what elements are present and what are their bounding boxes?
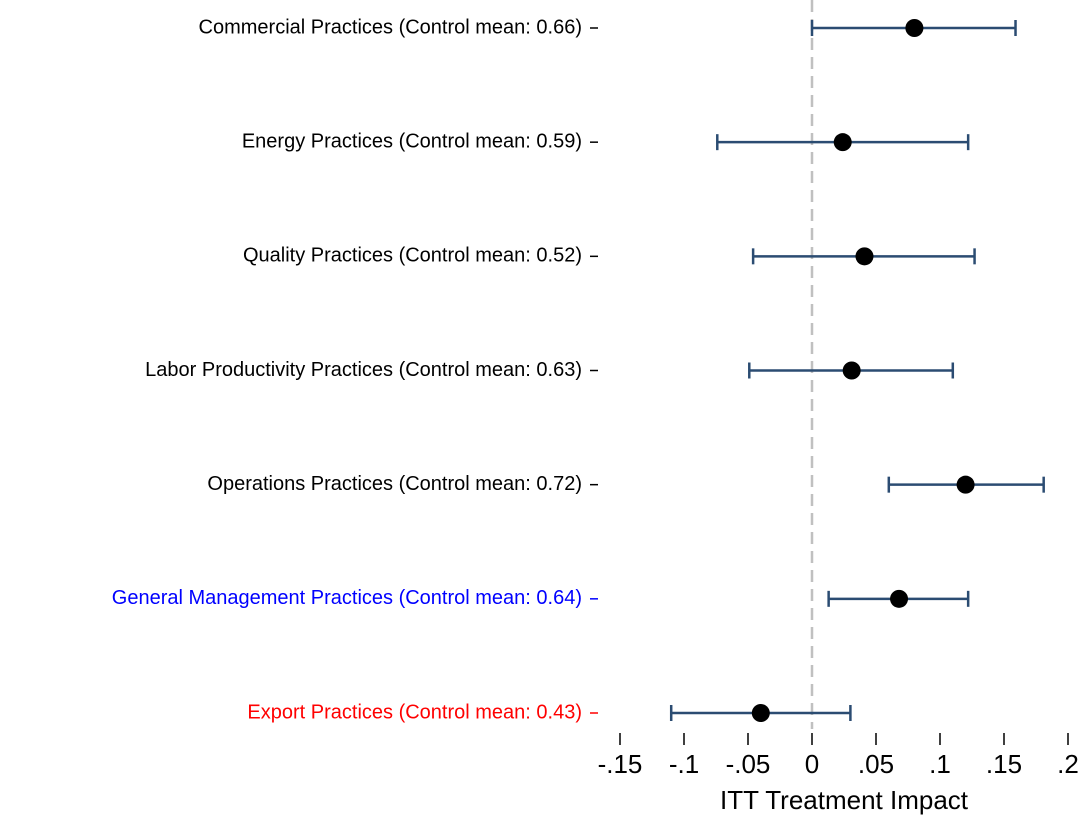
point-estimate — [855, 247, 874, 266]
point-estimate — [833, 133, 852, 152]
x-tick-label: .15 — [986, 749, 1022, 779]
x-tick-label: -.1 — [669, 749, 699, 779]
point-estimate — [956, 475, 975, 494]
x-tick-label: .05 — [858, 749, 894, 779]
x-tick-label: .2 — [1057, 749, 1079, 779]
y-tick-label: Operations Practices (Control mean: 0.72… — [207, 473, 582, 495]
point-estimate — [905, 19, 924, 37]
x-tick-label: -.05 — [726, 749, 771, 779]
x-tick-label: .1 — [929, 749, 951, 779]
point-estimate — [890, 589, 909, 608]
y-tick-label: Quality Practices (Control mean: 0.52) — [243, 245, 582, 267]
point-estimate — [751, 704, 770, 722]
x-tick-label: -.15 — [598, 749, 643, 779]
y-tick-label: Energy Practices (Control mean: 0.59) — [242, 130, 582, 152]
x-tick-label: 0 — [805, 749, 819, 779]
y-tick-label: Labor Productivity Practices (Control me… — [145, 359, 582, 381]
y-tick-label: Export Practices (Control mean: 0.43) — [247, 701, 582, 723]
x-axis-title: ITT Treatment Impact — [720, 785, 969, 815]
y-tick-label: Commercial Practices (Control mean: 0.66… — [199, 16, 582, 38]
y-tick-label: General Management Practices (Control me… — [112, 587, 582, 609]
point-estimate — [842, 361, 861, 380]
